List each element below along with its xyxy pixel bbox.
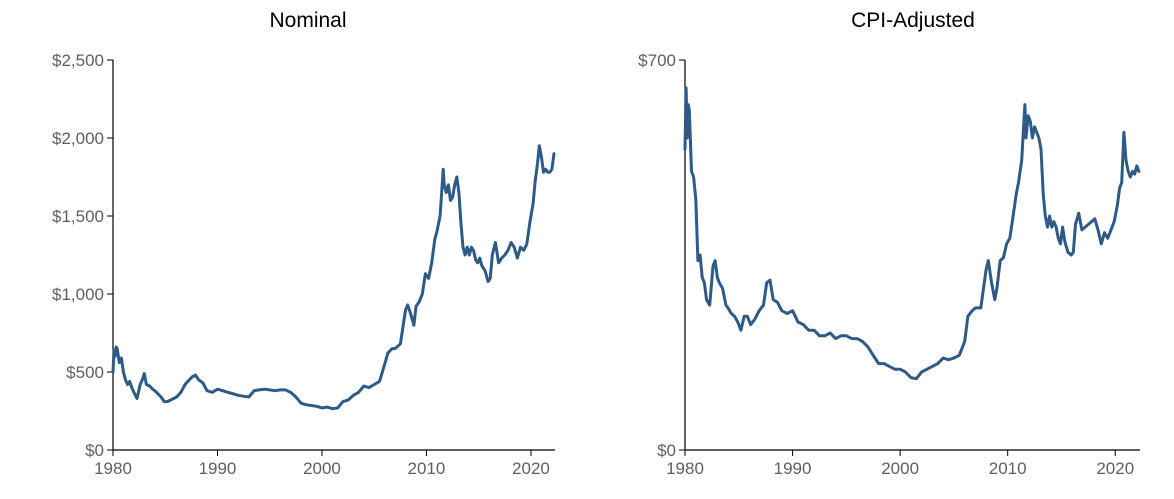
x-axis-ticks: 1980 1990 2000 2010 2020 <box>666 450 1134 478</box>
y-axis-ticks: $0 $500 $1,000 $1,500 $2,000 $2,500 <box>52 51 113 460</box>
x-tick-label: 2020 <box>1096 459 1134 478</box>
x-tick-label: 1990 <box>199 459 237 478</box>
y-tick-label: $1,000 <box>52 285 104 304</box>
x-tick-label: 1980 <box>666 459 704 478</box>
x-tick-label: 2000 <box>881 459 919 478</box>
series-line-nominal <box>111 144 556 411</box>
y-axis-ticks: $0 $700 <box>638 51 685 460</box>
y-tick-label: $1,500 <box>52 207 104 226</box>
y-tick-label: $700 <box>638 51 676 70</box>
nominal-chart-panel: Nominal $0 $500 $1,000 $1,500 $2,000 $2,500 1… <box>52 9 556 478</box>
x-tick-label: 1990 <box>774 459 812 478</box>
chart-title: CPI-Adjusted <box>851 9 975 32</box>
y-tick-label: $2,500 <box>52 51 104 70</box>
x-tick-label: 2010 <box>408 459 446 478</box>
series-line-cpi-adjusted <box>683 86 1141 381</box>
x-axis-ticks: 1980 1990 2000 2010 2020 <box>94 450 550 478</box>
x-tick-label: 2000 <box>303 459 341 478</box>
x-tick-label: 1980 <box>94 459 132 478</box>
y-tick-label: $500 <box>66 363 104 382</box>
y-tick-label: $2,000 <box>52 129 104 148</box>
x-tick-label: 2010 <box>989 459 1027 478</box>
y-tick-label: $0 <box>85 441 104 460</box>
y-tick-label: $0 <box>657 441 676 460</box>
cpi-adjusted-chart-panel: CPI-Adjusted $0 $700 1980 1990 2000 2010 2020 <box>638 9 1141 478</box>
chart-title: Nominal <box>269 9 346 32</box>
x-tick-label: 2020 <box>512 459 550 478</box>
